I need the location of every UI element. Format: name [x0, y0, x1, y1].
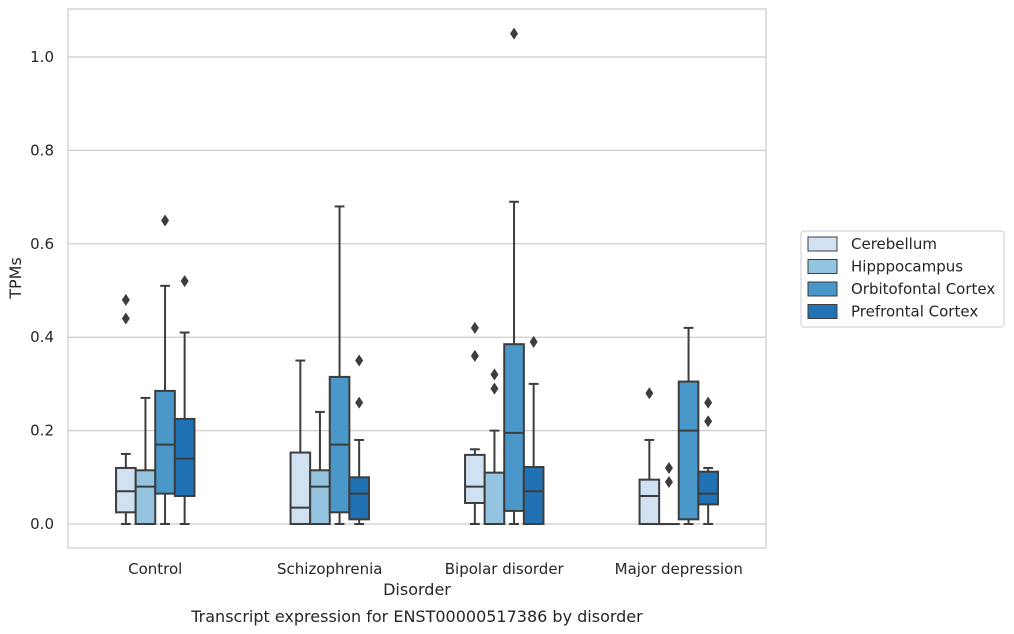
- box-cerebellum: [115, 293, 137, 525]
- outlier-marker: [121, 312, 130, 325]
- x-tick-label: Major depression: [615, 560, 743, 578]
- outlier-marker: [704, 396, 713, 409]
- outlier-marker: [490, 382, 499, 395]
- box-prefrontal-cortex: [348, 354, 370, 525]
- chart-title: Transcript expression for ENST0000051738…: [190, 607, 643, 626]
- box-body: [134, 469, 157, 526]
- legend-swatch: [807, 304, 838, 319]
- box-prefrontal-cortex: [522, 335, 545, 525]
- box-body: [348, 476, 370, 521]
- plot-frame: [67, 8, 767, 549]
- box-prefrontal-cortex: [697, 396, 719, 525]
- box-orbitofontal-cortex: [154, 214, 176, 525]
- x-axis-title: Disorder: [383, 580, 451, 599]
- box-orbitofontal-cortex: [677, 326, 700, 525]
- outlier-marker: [121, 293, 130, 306]
- legend-label: Cerebellum: [851, 235, 937, 253]
- x-tick-label: Bipolar disorder: [445, 560, 565, 578]
- outlier-marker: [529, 335, 538, 348]
- legend-label: Prefrontal Cortex: [851, 303, 978, 321]
- box-orbitofontal-cortex: [328, 205, 351, 525]
- x-tick-labels: Control Schizophrenia Bipolar disorder Majo…: [128, 560, 743, 578]
- box-body: [677, 380, 700, 521]
- box-cerebellum: [464, 321, 486, 525]
- box-body: [483, 471, 506, 526]
- legend-label: Orbitofontal Cortex: [851, 280, 995, 298]
- box-body: [503, 343, 525, 512]
- box-prefrontal-cortex: [173, 275, 196, 525]
- legend-frame: [800, 230, 1005, 328]
- legend-label: Hipppocampus: [851, 258, 963, 276]
- y-tick-label: 0.2: [30, 422, 54, 440]
- box-body: [289, 451, 312, 526]
- box-hipppocampus: [134, 396, 157, 526]
- y-tick-label: 0.8: [30, 141, 54, 159]
- x-tick-label: Schizophrenia: [277, 560, 382, 578]
- legend-swatch: [807, 236, 838, 252]
- box-groups: [115, 27, 719, 526]
- y-tick-labels: 0.0 0.2 0.4 0.6 0.8 1.0: [30, 48, 54, 533]
- legend: Cerebellum Hipppocampus Orbitofontal Corte…: [800, 230, 1005, 328]
- outlier-marker: [355, 396, 364, 409]
- box-body: [697, 470, 719, 506]
- outlier-marker: [180, 275, 189, 288]
- outlier-marker: [664, 475, 673, 488]
- outlier-marker: [510, 27, 519, 40]
- y-tick-label: 1.0: [30, 48, 54, 66]
- box-cerebellum: [638, 387, 661, 526]
- box-body: [115, 466, 137, 514]
- outlier-marker: [470, 321, 479, 334]
- box-orbitofontal-cortex: [503, 27, 525, 525]
- outlier-marker: [704, 415, 713, 428]
- outlier-marker: [470, 349, 479, 362]
- box-body: [309, 469, 331, 526]
- outlier-marker: [645, 387, 654, 400]
- outlier-marker: [490, 368, 499, 381]
- x-tick-label: Control: [128, 560, 182, 578]
- outlier-marker: [664, 461, 673, 474]
- y-tick-label: 0.6: [30, 235, 54, 253]
- y-axis-title: TPMs: [6, 257, 25, 300]
- box-hipppocampus: [483, 368, 506, 526]
- y-tick-label: 0.4: [30, 328, 54, 346]
- box-body: [464, 453, 486, 504]
- outlier-marker: [355, 354, 364, 367]
- legend-swatch: [807, 281, 838, 297]
- box-body: [638, 478, 661, 526]
- box-body: [173, 417, 196, 497]
- box-hipppocampus: [658, 461, 680, 526]
- legend-swatch: [807, 259, 838, 274]
- outlier-marker: [161, 214, 170, 227]
- box-body: [154, 389, 176, 495]
- box-body: [522, 466, 545, 525]
- y-tick-label: 0.0: [30, 515, 54, 533]
